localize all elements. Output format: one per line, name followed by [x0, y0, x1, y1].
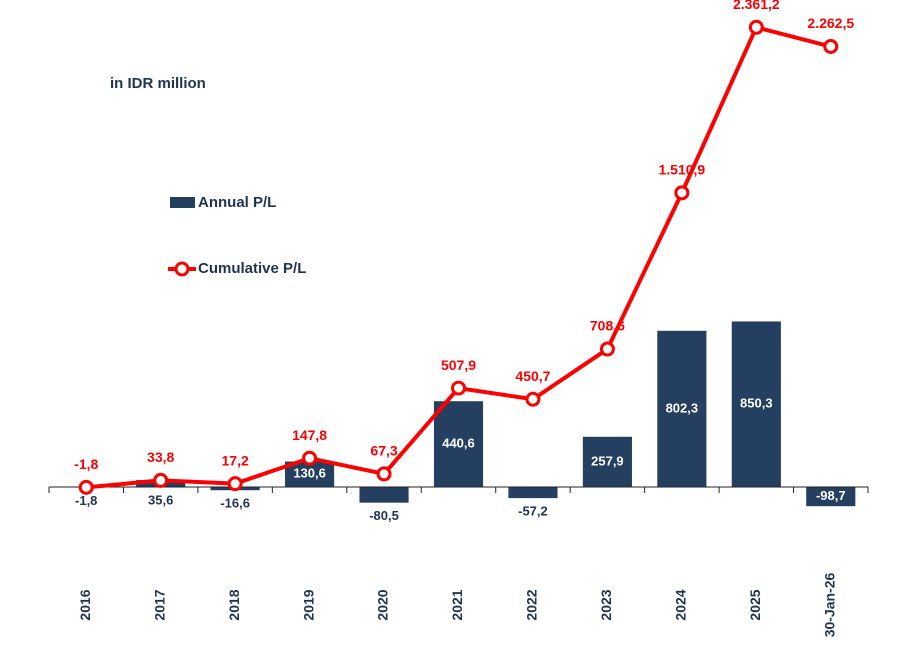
bar-value-label: 35,6	[148, 492, 173, 507]
bar	[657, 330, 707, 487]
x-tick-label: 2020	[375, 589, 391, 620]
x-tick-label: 30-Jan-26	[821, 572, 837, 637]
legend-swatch	[170, 197, 195, 208]
unit-note: in IDR million	[110, 75, 206, 92]
bar-value-label: -16,6	[220, 496, 250, 511]
line-value-label: 33,8	[147, 449, 174, 465]
bar	[582, 436, 632, 487]
x-tick-label: 2018	[226, 589, 242, 620]
x-tick-label: 2022	[524, 589, 540, 620]
bar-value-label: -98,7	[816, 488, 846, 503]
line-point	[599, 341, 615, 357]
line-value-label: 17,2	[222, 452, 249, 468]
line-value-label: 708,6	[590, 318, 625, 334]
x-tick-label: 2025	[747, 589, 763, 620]
line-point	[302, 450, 318, 466]
bar	[508, 486, 558, 499]
x-tick-label: 2017	[151, 589, 167, 620]
line-point	[674, 185, 690, 201]
x-tick-label: 2024	[673, 589, 689, 620]
bar-value-label: 130,6	[293, 466, 326, 481]
line-value-label: -1,8	[74, 456, 98, 472]
bar	[806, 486, 856, 507]
line-value-label: 507,9	[441, 357, 476, 373]
bar	[433, 401, 484, 487]
legend-label: Annual P/L	[198, 194, 276, 211]
line-point	[823, 39, 839, 55]
line-value-label: 67,3	[370, 443, 397, 459]
x-tick-label: 2019	[300, 589, 316, 620]
bar	[731, 321, 781, 487]
legend-swatch	[174, 261, 190, 277]
bar-value-label: 802,3	[666, 400, 699, 415]
line-value-label: 1.510,9	[659, 162, 706, 178]
bar-value-label: 257,9	[591, 453, 624, 468]
line-value-label: 147,8	[292, 427, 327, 443]
bar-value-label: 850,3	[740, 396, 773, 411]
legend-label: Cumulative P/L	[198, 260, 306, 277]
line-point	[748, 19, 764, 35]
line-point	[525, 391, 541, 407]
line-value-label: 2.361,2	[733, 0, 780, 12]
line-point	[227, 476, 243, 492]
bar-value-label: -80,5	[369, 508, 399, 523]
bar	[359, 486, 409, 503]
x-tick-label: 2016	[77, 589, 93, 620]
line-value-label: 2.262,5	[807, 15, 854, 31]
line-point	[451, 380, 466, 396]
bar-value-label: -1,8	[75, 493, 97, 508]
line-point	[376, 466, 392, 482]
x-tick-label: 2021	[449, 589, 465, 620]
line-value-label: 450,7	[515, 368, 550, 384]
x-tick-label: 2023	[598, 589, 614, 620]
line-point	[78, 479, 94, 495]
bar-value-label: 440,6	[442, 436, 475, 451]
bar-value-label: -57,2	[518, 504, 548, 519]
line-point	[153, 472, 169, 488]
